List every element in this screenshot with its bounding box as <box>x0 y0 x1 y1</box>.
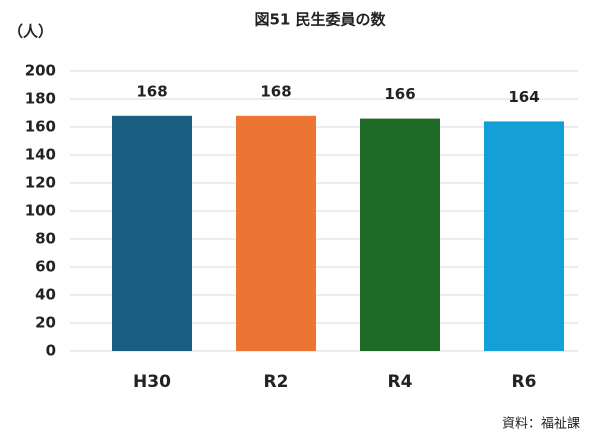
bar <box>236 115 316 351</box>
chart-title: 図51 民生委員の数 <box>254 11 386 29</box>
y-tick-label: 60 <box>35 258 56 276</box>
value-label: 166 <box>384 85 415 103</box>
x-tick-label: R2 <box>264 372 289 392</box>
bar <box>484 121 564 352</box>
y-tick-label: 80 <box>35 230 56 248</box>
y-tick-label: 200 <box>25 62 56 80</box>
x-tick-label: R4 <box>388 372 413 392</box>
y-tick-label: 0 <box>46 342 56 360</box>
y-tick-label: 120 <box>25 174 56 192</box>
y-tick-label: 40 <box>35 286 56 304</box>
bar <box>360 118 440 351</box>
source: 資料：福祉課 <box>502 416 580 432</box>
y-tick-label: 140 <box>25 146 56 164</box>
y-axis-label: （人） <box>8 23 53 41</box>
value-label: 164 <box>508 88 539 106</box>
y-tick-label: 100 <box>25 202 56 220</box>
y-tick-label: 160 <box>25 118 56 136</box>
value-label: 168 <box>260 82 291 100</box>
value-label: 168 <box>136 82 167 100</box>
y-tick-label: 20 <box>35 314 56 332</box>
x-tick-label: R6 <box>512 372 537 392</box>
y-tick-label: 180 <box>25 90 56 108</box>
bar <box>112 115 192 351</box>
x-tick-label: H30 <box>133 372 171 392</box>
